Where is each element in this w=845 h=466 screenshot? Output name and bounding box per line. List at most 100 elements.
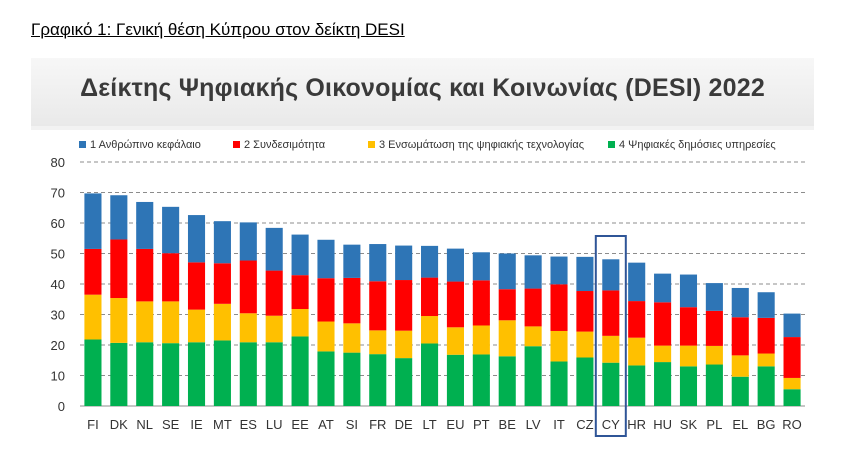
bar-segment-bg bbox=[757, 317, 775, 354]
x-tick-label: IE bbox=[190, 417, 203, 432]
bar-segment-de bbox=[395, 245, 413, 281]
y-tick-label: 70 bbox=[51, 186, 65, 201]
bar-segment-sk bbox=[679, 274, 698, 308]
x-tick-label: FR bbox=[369, 417, 386, 432]
bar-stack-lv bbox=[524, 255, 542, 406]
y-tick-label: 20 bbox=[51, 338, 65, 353]
bar-segment-eu bbox=[446, 354, 464, 406]
bar-segment-lt bbox=[421, 316, 439, 344]
x-tick-label: BE bbox=[499, 417, 517, 432]
bar-segment-lu bbox=[265, 315, 283, 343]
legend-item-1: 1 Ανθρώπινο κεφάλαιο bbox=[79, 139, 201, 151]
bar-segment-ie bbox=[187, 309, 206, 343]
bar-segment-hr bbox=[628, 262, 646, 302]
x-tick-label: IT bbox=[553, 417, 565, 432]
bar-segment-fr bbox=[369, 354, 387, 406]
bar-segment-eu bbox=[446, 327, 464, 355]
y-tick-label: 40 bbox=[51, 277, 65, 292]
bar-segment-bg bbox=[757, 292, 775, 318]
bar-stack-be bbox=[498, 253, 516, 406]
bar-segment-ee bbox=[291, 275, 309, 310]
bar-segment-be bbox=[498, 253, 516, 290]
legend-swatch bbox=[368, 141, 375, 148]
bar-segment-cy bbox=[602, 335, 620, 363]
bar-segment-si bbox=[343, 277, 361, 324]
legend-item-3: 3 Ενσωμάτωση της ψηφιακής τεχνολογίας bbox=[368, 139, 584, 151]
y-tick-label: 30 bbox=[51, 308, 65, 323]
bar-segment-pt bbox=[472, 252, 490, 281]
bar-segment-hu bbox=[654, 362, 672, 406]
legend-item-4: 4 Ψηφιακές δημόσιες υπηρεσίες bbox=[608, 139, 776, 151]
bar-segment-it bbox=[550, 284, 568, 331]
bar-segment-se bbox=[162, 301, 180, 344]
bar-segment-el bbox=[731, 317, 749, 356]
y-tick-label: 80 bbox=[51, 155, 65, 170]
x-axis: FI DK NL SE IE MT ES LU EE AT SI FR DE LT EU PT BE LV IT CZ… bbox=[87, 417, 802, 432]
bar-segment-cy bbox=[602, 259, 620, 291]
legend-swatch bbox=[233, 141, 240, 148]
cy-highlight-box bbox=[594, 235, 627, 437]
x-tick-label: RO bbox=[782, 417, 802, 432]
bar-stack-ie bbox=[187, 215, 206, 406]
legend-label: 4 Ψηφιακές δημόσιες υπηρεσίες bbox=[619, 139, 776, 151]
bar-stack-fi bbox=[84, 193, 102, 406]
x-tick-label: HR bbox=[627, 417, 646, 432]
bar-segment-cy bbox=[602, 290, 620, 336]
bar-segment-cz bbox=[576, 256, 594, 292]
bar-segment-be bbox=[498, 356, 516, 406]
bar-segment-at bbox=[317, 351, 335, 406]
bar-segment-lu bbox=[265, 342, 283, 406]
bar-segment-lv bbox=[524, 288, 542, 327]
bar-segment-ie bbox=[187, 262, 206, 310]
bar-segment-mt bbox=[213, 263, 231, 304]
legend-swatch bbox=[608, 141, 615, 148]
bar-segment-fr bbox=[369, 281, 387, 331]
bar-segment-lv bbox=[524, 346, 542, 406]
x-tick-label: PT bbox=[473, 417, 490, 432]
x-tick-label: CZ bbox=[576, 417, 593, 432]
bar-segment-pl bbox=[705, 345, 723, 365]
bar-stack-hr bbox=[628, 262, 646, 406]
bar-segment-ee bbox=[291, 309, 309, 337]
bar-stack-bg bbox=[757, 292, 775, 406]
bar-segment-sk bbox=[679, 345, 698, 367]
bar-segment-at bbox=[317, 321, 335, 352]
bar-stack-es bbox=[239, 222, 257, 406]
x-tick-label: DK bbox=[110, 417, 128, 432]
bars bbox=[84, 193, 801, 406]
x-tick-label: MT bbox=[213, 417, 232, 432]
bar-segment-ro bbox=[783, 389, 801, 406]
bar-segment-cz bbox=[576, 357, 594, 406]
bar-segment-ee bbox=[291, 336, 309, 406]
bar-segment-dk bbox=[110, 195, 128, 240]
x-tick-label: DE bbox=[395, 417, 413, 432]
bar-segment-lt bbox=[421, 343, 439, 406]
chart-panel: Δείκτης Ψηφιακής Οικονομίας και Κοινωνία… bbox=[31, 58, 814, 443]
legend-label: 3 Ενσωμάτωση της ψηφιακής τεχνολογίας bbox=[379, 139, 584, 151]
bar-segment-es bbox=[239, 222, 257, 261]
bar-stack-it bbox=[550, 256, 568, 406]
x-tick-label: LV bbox=[526, 417, 541, 432]
bar-segment-de bbox=[395, 280, 413, 331]
bar-segment-pt bbox=[472, 280, 490, 326]
bar-segment-es bbox=[239, 313, 257, 343]
bar-segment-nl bbox=[136, 342, 154, 406]
desi-stacked-bar-chart: 1 Ανθρώπινο κεφάλαιο 2 Συνδεσιμότητα 3 Ενσ… bbox=[51, 139, 805, 437]
bar-stack-cy bbox=[602, 259, 620, 406]
bar-segment-se bbox=[162, 206, 180, 254]
x-tick-label: LU bbox=[266, 417, 283, 432]
bar-stack-de bbox=[395, 245, 413, 406]
bar-segment-lv bbox=[524, 326, 542, 347]
bar-segment-ro bbox=[783, 337, 801, 378]
bar-stack-cz bbox=[576, 256, 594, 406]
bar-segment-de bbox=[395, 358, 413, 406]
bar-segment-eu bbox=[446, 248, 464, 282]
bar-segment-se bbox=[162, 343, 180, 406]
bar-segment-fi bbox=[84, 248, 102, 295]
legend-label: 1 Ανθρώπινο κεφάλαιο bbox=[90, 139, 201, 151]
bar-segment-bg bbox=[757, 353, 775, 367]
bar-stack-pl bbox=[705, 283, 723, 406]
bar-stack-ee bbox=[291, 234, 309, 406]
bar-stack-el bbox=[731, 287, 749, 406]
bar-segment-es bbox=[239, 260, 257, 314]
